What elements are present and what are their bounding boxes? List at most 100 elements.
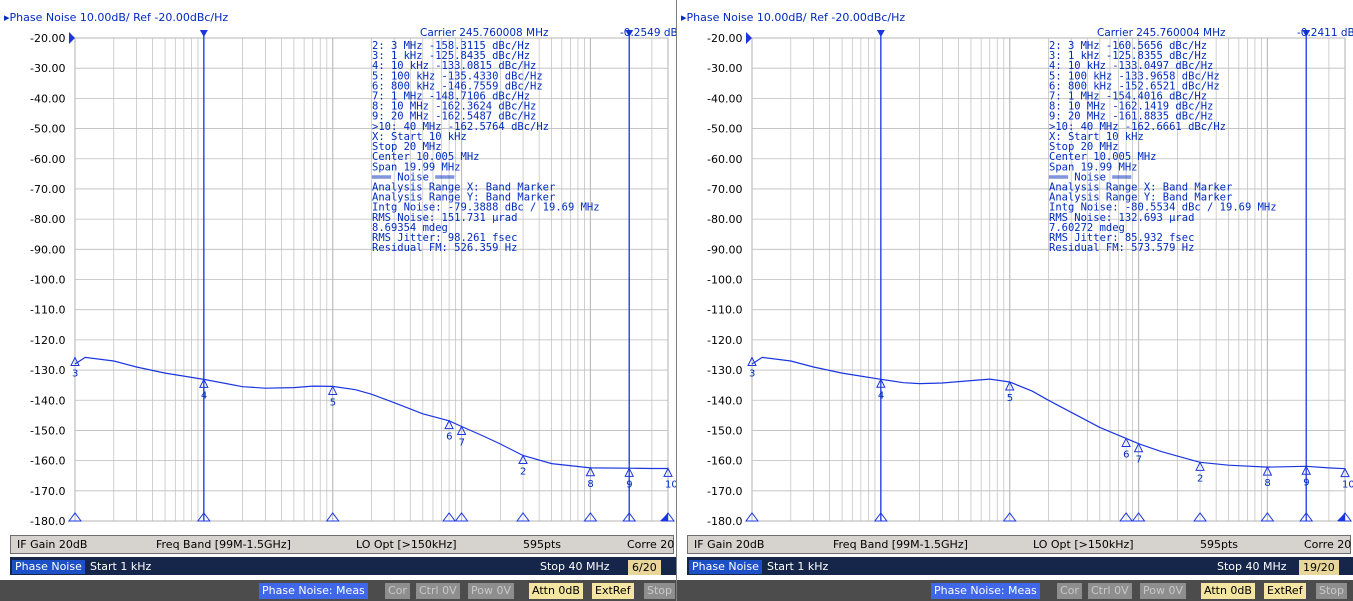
ctrl-button[interactable]: Ctrl 0V bbox=[1088, 583, 1132, 599]
corr-label[interactable]: Corre 20 bbox=[1304, 538, 1352, 551]
attn-button[interactable]: Attn 0dB bbox=[1201, 583, 1255, 599]
phase-noise-trace bbox=[74, 356, 668, 470]
marker-label: 4 bbox=[878, 390, 884, 401]
y-tick-label: -80.00 bbox=[30, 213, 65, 226]
marker-label: 2 bbox=[1197, 473, 1203, 484]
if-gain-label[interactable]: IF Gain 20dB bbox=[17, 538, 88, 551]
lo-opt-label[interactable]: LO Opt [>150kHz] bbox=[356, 538, 457, 551]
pow-button[interactable]: Pow 0V bbox=[468, 583, 514, 599]
y-tick-label: -140.0 bbox=[30, 394, 65, 407]
y-tick-label: -130.0 bbox=[707, 364, 742, 377]
y-tick-label: -120.0 bbox=[707, 334, 742, 347]
y-tick-label: -110.0 bbox=[30, 304, 65, 317]
marker-label: 6 bbox=[446, 432, 452, 443]
marker-table-row: >10: 40 MHz -162.6661 dBc/Hz bbox=[1049, 121, 1226, 133]
band-marker-head bbox=[876, 30, 885, 37]
axis-marker bbox=[1131, 512, 1146, 522]
marker-triangle bbox=[444, 419, 454, 430]
marker-table-row: >10: 40 MHz -162.5764 dBc/Hz bbox=[372, 121, 549, 133]
axis-marker bbox=[745, 512, 759, 522]
marker-label: 10 bbox=[1342, 480, 1353, 491]
marker-table-row: 6: 800 kHz -152.6521 dBc/Hz bbox=[1049, 80, 1220, 92]
band-marker-head bbox=[1302, 30, 1311, 37]
lo-opt-label[interactable]: LO Opt [>150kHz] bbox=[1033, 538, 1134, 551]
y-tick-label: -120.0 bbox=[30, 334, 65, 347]
y-tick-label: -70.00 bbox=[30, 183, 65, 196]
marker-label: 9 bbox=[1303, 477, 1309, 488]
marker-triangle bbox=[1121, 437, 1131, 447]
mode-label[interactable]: Phase Noise bbox=[12, 560, 85, 574]
axis-marker bbox=[442, 512, 457, 522]
marker-table-row: 7: 1 MHz -154.4016 dBc/Hz bbox=[1049, 91, 1207, 103]
y-tick-label: -60.00 bbox=[707, 153, 742, 166]
axis-marker bbox=[1002, 512, 1017, 522]
stop-button[interactable]: Stop bbox=[1316, 583, 1348, 599]
marker-triangle bbox=[1133, 442, 1144, 453]
analysis-line: RMS Jitter: 85.932 fsec bbox=[1049, 232, 1194, 244]
marker-table-row: 2: 3 MHz -158.3115 dBc/Hz bbox=[372, 40, 530, 52]
marker-triangle bbox=[199, 378, 209, 388]
marker-table-row: 5: 100 kHz -133.9658 dBc/Hz bbox=[1049, 70, 1220, 82]
y-tick-label: -140.0 bbox=[707, 394, 742, 407]
cor-button[interactable]: Cor bbox=[385, 583, 410, 599]
marker-table-row: 2: 3 MHz -160.5656 dBc/Hz bbox=[1049, 40, 1207, 52]
y-tick-label: -180.0 bbox=[707, 515, 742, 528]
marker-table-row: 4: 10 kHz -133.0497 dBc/Hz bbox=[1049, 60, 1213, 72]
marker-triangle bbox=[1195, 461, 1205, 471]
analysis-line: Residual FM: 526.359 Hz bbox=[372, 242, 517, 254]
axis-marker bbox=[1299, 512, 1314, 522]
y-tick-label: -50.00 bbox=[30, 123, 65, 136]
phase-noise-meas-button[interactable]: Phase Noise: Meas bbox=[931, 583, 1040, 599]
analysis-line: Analysis Range X: Band Marker bbox=[372, 182, 555, 194]
page-indicator[interactable]: 6/20 bbox=[628, 560, 661, 575]
axis-marker bbox=[1193, 512, 1208, 522]
axis-end-marker bbox=[1337, 513, 1345, 521]
y-tick-label: -130.0 bbox=[30, 364, 65, 377]
ctrl-button[interactable]: Ctrl 0V bbox=[416, 583, 460, 599]
extref-button[interactable]: ExtRef bbox=[592, 583, 634, 599]
panel-header: ▸Phase Noise 10.00dB/ Ref -20.00dBc/Hz bbox=[681, 11, 906, 24]
analysis-line: Analysis Range Y: Band Marker bbox=[372, 192, 555, 204]
panel-header: ▸Phase Noise 10.00dB/ Ref -20.00dBc/Hz bbox=[4, 11, 229, 24]
axis-marker bbox=[454, 512, 469, 522]
band-marker-head bbox=[625, 30, 634, 37]
ref-level-marker bbox=[746, 32, 752, 44]
freq-band-label[interactable]: Freq Band [99M-1.5GHz] bbox=[833, 538, 968, 551]
freq-band-label[interactable]: Freq Band [99M-1.5GHz] bbox=[156, 538, 291, 551]
cor-button[interactable]: Cor bbox=[1057, 583, 1082, 599]
mode-label[interactable]: Phase Noise bbox=[689, 560, 762, 574]
stop-button[interactable]: Stop bbox=[644, 583, 676, 599]
marker-table-row: 3: 1 kHz -125.8435 dBc/Hz bbox=[372, 50, 530, 62]
phase-noise-trace bbox=[751, 356, 1346, 470]
points-label[interactable]: 595pts bbox=[523, 538, 562, 551]
y-tick-label: -160.0 bbox=[30, 455, 65, 468]
phase-noise-chart-left: -20.00 -30.00 -40.00 -50.00 -60.00 -70.00 -80.… bbox=[30, 27, 676, 528]
marker-label: 5 bbox=[1007, 393, 1013, 404]
analysis-line: X: Start 10 kHz bbox=[1049, 131, 1144, 143]
phase-noise-meas-button[interactable]: Phase Noise: Meas bbox=[259, 583, 368, 599]
marker-triangle bbox=[624, 467, 635, 477]
marker-table-row: 9: 20 MHz -161.8835 dBc/Hz bbox=[1049, 111, 1213, 123]
axis-marker bbox=[1119, 512, 1134, 522]
analysis-line: RMS Jitter: 98.261 fsec bbox=[372, 232, 517, 244]
marker-triangle bbox=[747, 356, 757, 366]
y-tick-label: -180.0 bbox=[30, 515, 65, 528]
points-label[interactable]: 595pts bbox=[1200, 538, 1239, 551]
pow-button[interactable]: Pow 0V bbox=[1140, 583, 1186, 599]
marker-label: 5 bbox=[330, 397, 336, 408]
if-gain-label[interactable]: IF Gain 20dB bbox=[694, 538, 765, 551]
marker-label: 3 bbox=[72, 369, 78, 380]
marker-triangle bbox=[1262, 465, 1273, 476]
extref-button[interactable]: ExtRef bbox=[1264, 583, 1306, 599]
marker-triangle bbox=[663, 467, 673, 477]
corr-label[interactable]: Corre 20 bbox=[627, 538, 675, 551]
left-panel: ▸Phase Noise 10.00dB/ Ref -20.00dBc/Hz -… bbox=[0, 0, 676, 601]
axis-marker bbox=[583, 512, 598, 522]
axis-end-marker bbox=[660, 513, 668, 521]
marker-triangle bbox=[1340, 467, 1350, 478]
y-tick-label: -90.00 bbox=[707, 243, 742, 256]
analysis-line: X: Start 10 kHz bbox=[372, 131, 467, 143]
page-indicator[interactable]: 19/20 bbox=[1299, 560, 1339, 575]
attn-button[interactable]: Attn 0dB bbox=[529, 583, 583, 599]
axis-marker bbox=[1260, 512, 1275, 522]
